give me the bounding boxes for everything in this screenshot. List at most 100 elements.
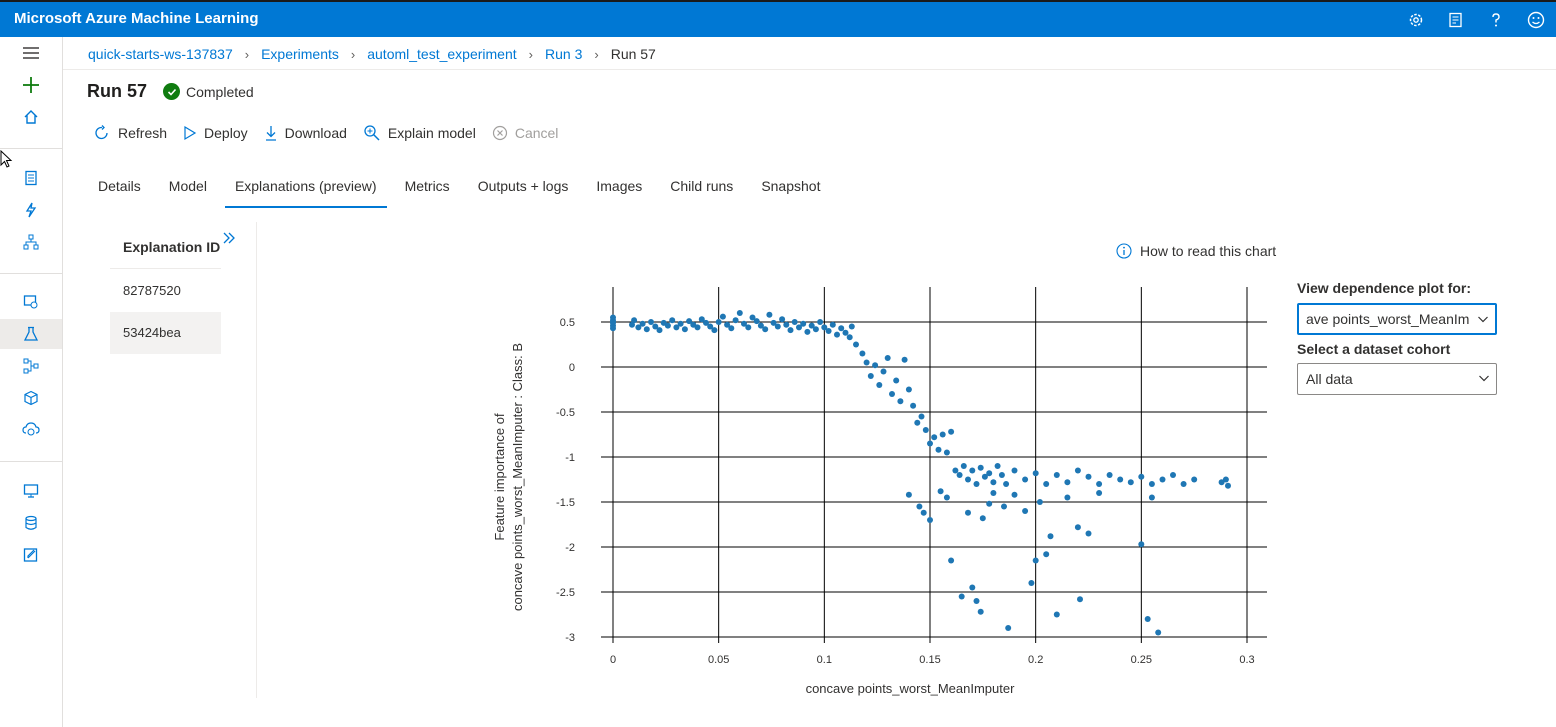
scatter-point: [796, 324, 802, 331]
scatter-point: [804, 328, 811, 335]
hamburger-icon[interactable]: [0, 38, 62, 68]
scatter-point: [643, 326, 650, 333]
scatter-point: [939, 431, 946, 438]
datastores-icon[interactable]: [0, 508, 62, 538]
scatter-point: [741, 320, 747, 327]
scatter-point: [715, 319, 722, 325]
tab-snapshot[interactable]: Snapshot: [761, 178, 821, 194]
scatter-point: [1077, 596, 1083, 603]
feedback-list-icon[interactable]: [1436, 2, 1476, 37]
scatter-point: [986, 470, 993, 477]
scatter-point: [1138, 473, 1145, 480]
tab-explanations[interactable]: Explanations (preview): [224, 172, 387, 208]
notebook-icon[interactable]: [0, 163, 62, 193]
scatter-point: [800, 320, 807, 327]
scatter-point: [927, 440, 933, 447]
tab-model[interactable]: Model: [168, 178, 207, 194]
datasets-icon[interactable]: [0, 287, 62, 317]
breadcrumb-current: Run 57: [610, 46, 656, 62]
double-chevron-right-icon[interactable]: [221, 230, 237, 246]
dependence-plot-label: View dependence plot for:: [1297, 280, 1471, 296]
scatter-point: [916, 503, 923, 510]
tab-outputs-logs[interactable]: Outputs + logs: [477, 178, 569, 194]
top-icons: [1396, 2, 1556, 37]
scatter-point: [1117, 476, 1124, 483]
endpoints-icon[interactable]: [0, 415, 62, 445]
explain-model-button[interactable]: Explain model: [363, 122, 476, 144]
explanation-row[interactable]: 82787520: [123, 283, 181, 298]
download-button[interactable]: Download: [264, 122, 347, 144]
download-label: Download: [284, 125, 347, 141]
scatter-point: [937, 488, 944, 495]
scatter-point: [973, 598, 980, 604]
scatter-point: [724, 321, 731, 328]
scatter-point: [783, 321, 790, 328]
cancel-button[interactable]: Cancel: [492, 122, 559, 144]
scatter-point: [1032, 557, 1039, 564]
pipelines-icon[interactable]: [0, 351, 62, 381]
scatter-point: [838, 325, 845, 332]
designer-icon[interactable]: [0, 227, 62, 257]
smiley-icon[interactable]: [1516, 2, 1556, 37]
breadcrumb-parent-run[interactable]: Run 3: [545, 46, 583, 62]
help-icon[interactable]: [1476, 2, 1516, 37]
models-icon[interactable]: [0, 383, 62, 413]
cohort-dropdown[interactable]: All data: [1297, 363, 1497, 395]
scatter-point: [812, 326, 819, 333]
scatter-point: [732, 317, 739, 324]
explanation-row-selected[interactable]: 53424bea: [110, 312, 221, 354]
tab-child-runs[interactable]: Child runs: [670, 178, 734, 194]
scatter-point: [1222, 476, 1229, 483]
scatter-point: [1053, 472, 1060, 478]
experiments-icon[interactable]: [0, 319, 62, 349]
deploy-label: Deploy: [204, 125, 248, 141]
scatter-point: [1032, 470, 1039, 477]
scatter-point: [1022, 476, 1029, 483]
tab-metrics[interactable]: Metrics: [404, 178, 450, 194]
deploy-button[interactable]: Deploy: [183, 122, 248, 144]
nav-divider: [0, 273, 62, 274]
chevron-right-icon: ›: [594, 46, 599, 62]
scatter-point: [1096, 490, 1103, 496]
scatter-point: [656, 327, 663, 334]
compute-icon[interactable]: [0, 476, 62, 506]
y-tick-label: -1.5: [556, 497, 575, 509]
breadcrumb-experiment[interactable]: automl_test_experiment: [367, 46, 517, 62]
scatter-point: [969, 467, 976, 474]
scatter-point: [757, 322, 764, 329]
y-axis-label-line2: concave points_worst_MeanImputer : Class…: [510, 343, 525, 611]
scatter-point: [952, 467, 959, 474]
scatter-point: [762, 326, 769, 333]
scatter-point: [965, 509, 971, 516]
scatter-point: [711, 327, 718, 334]
scatter-point: [1053, 611, 1060, 618]
home-icon[interactable]: [0, 102, 62, 132]
gear-icon[interactable]: [1396, 2, 1436, 37]
scatter-point: [694, 324, 701, 331]
scatter-point: [1106, 472, 1113, 478]
download-icon: [265, 126, 276, 141]
scatter-point: [681, 326, 688, 333]
tab-images[interactable]: Images: [596, 178, 643, 194]
scatter-point: [1011, 491, 1018, 498]
refresh-button[interactable]: Refresh: [93, 122, 167, 144]
scatter-point: [935, 446, 942, 453]
y-axis-label-line1: Feature importance of: [492, 413, 507, 541]
scatter-point: [829, 321, 836, 328]
page-title: Run 57: [87, 81, 148, 101]
scatter-point: [673, 324, 680, 331]
labeling-icon[interactable]: [0, 540, 62, 570]
plus-icon[interactable]: [0, 70, 62, 100]
scatter-point: [901, 356, 908, 363]
cancel-label: Cancel: [514, 125, 559, 141]
breadcrumb-experiments[interactable]: Experiments: [261, 46, 339, 62]
how-to-read-link[interactable]: How to read this chart: [1116, 243, 1276, 259]
automl-icon[interactable]: [0, 195, 62, 225]
scatter-point: [998, 472, 1005, 478]
feature-dropdown[interactable]: ave points_worst_MeanIm: [1297, 303, 1497, 335]
status-text: Completed: [186, 83, 254, 100]
breadcrumb-workspace[interactable]: quick-starts-ws-137837: [88, 46, 233, 62]
scatter-point: [635, 324, 642, 331]
scatter-point: [770, 319, 777, 326]
tab-details[interactable]: Details: [98, 178, 141, 194]
